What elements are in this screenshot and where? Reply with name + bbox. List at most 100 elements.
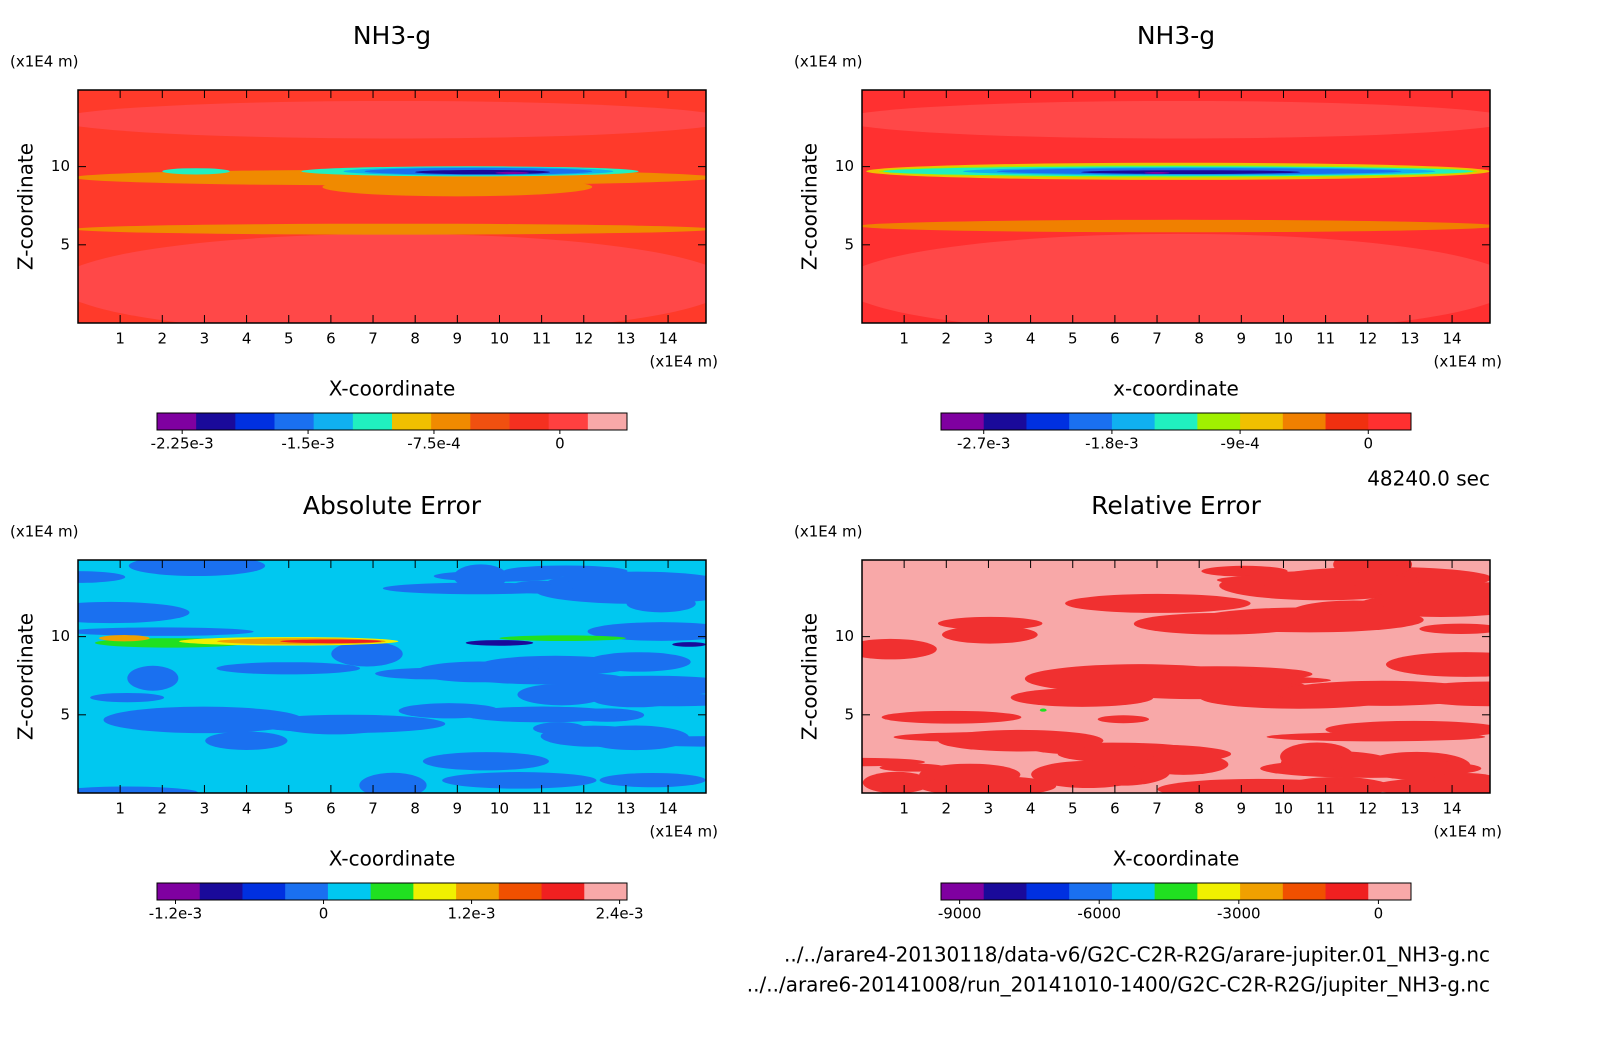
y-tick-label: 10 (51, 157, 70, 175)
contour-fill (90, 692, 165, 703)
x-unit: (x1E4 m) (1433, 353, 1502, 371)
x-tick-label: 13 (616, 800, 635, 818)
x-tick-label: 14 (659, 800, 678, 818)
colorbar-swatch (157, 883, 201, 900)
y-unit: (x1E4 m) (10, 53, 79, 71)
colorbar-swatch (1282, 883, 1327, 900)
panel: NH3-g (x1E4 m) (x1E4 m) x-coordinate Z-coord… (794, 21, 1502, 453)
y-axis-label: Z-coordinate (798, 613, 822, 740)
contour-fill (99, 635, 150, 642)
plot-frame (861, 89, 1491, 324)
colorbar-frame (940, 882, 1412, 901)
colorbar-swatch (1154, 413, 1198, 430)
colorbar-swatch (370, 883, 414, 900)
contour-fill (495, 171, 529, 174)
contour-fill (1216, 574, 1427, 587)
x-unit: (x1E4 m) (649, 353, 718, 371)
contour-fill (499, 635, 626, 642)
x-tick-label: 10 (490, 800, 509, 818)
x-tick-label: 7 (368, 800, 378, 818)
colorbar-tick-label: -1.8e-3 (1085, 435, 1138, 453)
colorbar-swatch (548, 413, 589, 430)
plot-frame (77, 89, 707, 324)
colorbar-frame (156, 412, 628, 431)
colorbar-swatch (327, 883, 372, 900)
x-tick-label: 5 (1068, 800, 1078, 818)
y-unit: (x1E4 m) (794, 523, 863, 541)
x-tick-label: 12 (574, 330, 593, 348)
contour-fill (1081, 170, 1301, 174)
x-tick-label: 4 (242, 330, 252, 348)
y-tick-label: 10 (51, 627, 70, 645)
y-tick-label: 5 (60, 235, 70, 253)
colorbar-tick-label: -7.5e-4 (407, 435, 460, 453)
x-tick-label: 13 (1400, 330, 1419, 348)
panel: Absolute Error (x1E4 m) (x1E4 m) X-coordina… (10, 491, 718, 923)
x-tick-label: 2 (158, 800, 168, 818)
colorbar-swatch (509, 413, 550, 430)
x-tick-label: 7 (1152, 330, 1162, 348)
contour-fill (1419, 623, 1490, 635)
colorbar-swatch (587, 413, 628, 430)
contour-fill (937, 616, 1043, 630)
x-tick-label: 8 (1194, 800, 1204, 818)
colorbar-tick-label: -2.7e-3 (957, 435, 1010, 453)
contour-fill (78, 223, 706, 235)
colorbar-swatch (313, 413, 354, 430)
contour-fill (1342, 582, 1490, 596)
colorbar-swatch (413, 883, 457, 900)
contour-fill (78, 233, 706, 323)
x-tick-label: 10 (1274, 800, 1293, 818)
x-unit: (x1E4 m) (649, 823, 718, 841)
x-tick-label: 6 (326, 330, 336, 348)
colorbar-swatch (274, 413, 315, 430)
colorbar-swatch (1026, 883, 1070, 900)
colorbar-swatch (196, 413, 236, 430)
panel: NH3-g (x1E4 m) (x1E4 m) X-coordinate Z-coord… (10, 21, 718, 453)
x-tick-label: 2 (942, 800, 952, 818)
y-axis-label: Z-coordinate (14, 143, 38, 270)
x-tick-label: 14 (659, 330, 678, 348)
colorbar-frame (940, 412, 1412, 431)
x-tick-label: 10 (490, 330, 509, 348)
colorbar-swatch (1197, 883, 1241, 900)
x-axis-label: X-coordinate (329, 847, 456, 871)
contour-fill (359, 772, 427, 793)
plot-frame (77, 559, 707, 794)
colorbar-swatch (431, 413, 471, 430)
colorbar-swatch (1111, 883, 1156, 900)
contour-fill (582, 725, 690, 751)
colorbar-swatch (1325, 413, 1369, 430)
x-unit: (x1E4 m) (1433, 823, 1502, 841)
contour-fill (469, 672, 625, 685)
contour-fill (465, 640, 534, 646)
contour-fill (216, 662, 361, 675)
contour-fill (78, 571, 126, 583)
colorbar-swatch (983, 413, 1027, 430)
x-tick-label: 9 (453, 330, 463, 348)
x-tick-label: 3 (200, 330, 210, 348)
x-tick-label: 1 (899, 800, 909, 818)
contour-fill (862, 638, 937, 660)
contour-fill (1225, 615, 1387, 626)
y-axis-label: Z-coordinate (14, 613, 38, 740)
panel: Relative Error (x1E4 m) (x1E4 m) X-coordina… (794, 491, 1502, 923)
contour-fill (78, 100, 706, 139)
colorbar-tick-label: 0 (1374, 905, 1384, 923)
contour-fill (592, 691, 679, 708)
colorbar-tick-label: 0 (319, 905, 329, 923)
contour-fill (535, 578, 706, 604)
contour-field (862, 90, 1490, 323)
colorbar-tick-label: -3000 (1217, 905, 1261, 923)
x-axis-label: x-coordinate (1113, 377, 1239, 401)
contour-field (78, 560, 706, 793)
colorbar-swatch (235, 413, 275, 430)
chart-title: Absolute Error (303, 491, 482, 520)
colorbar-swatch (392, 413, 432, 430)
colorbar-swatch (470, 413, 510, 430)
x-tick-label: 5 (1068, 330, 1078, 348)
contour-fill (162, 168, 230, 175)
colorbar-swatch (1026, 413, 1070, 430)
contour-fill (1266, 732, 1486, 742)
